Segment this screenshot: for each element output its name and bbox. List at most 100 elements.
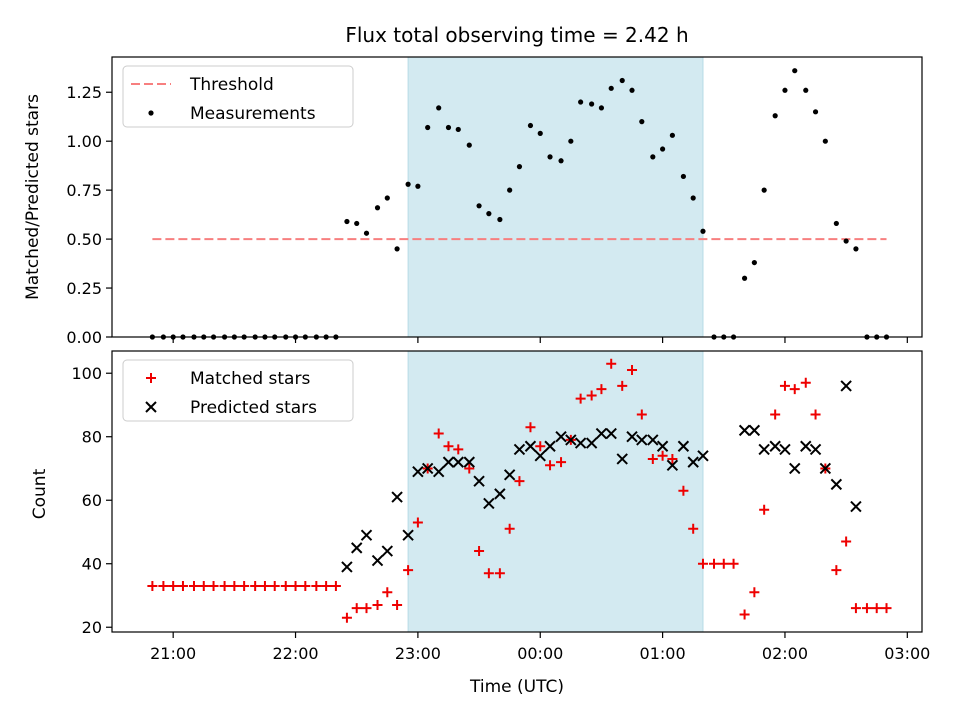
matched-star-point [290,580,301,591]
legend-matched-swatch [146,373,156,383]
matched-star-point [483,568,494,579]
predicted-star-point [748,424,761,437]
matched-star-point [372,600,383,611]
measurement-point [843,238,849,244]
predicted-star-point [402,529,414,541]
matched-star-point [861,603,872,614]
matched-star-point [850,603,861,614]
measurement-point [772,113,778,119]
matched-star-point [606,358,617,369]
measurement-point [792,68,798,74]
measurement-point [578,99,584,105]
measurement-point [822,138,828,144]
measurement-point [516,164,523,170]
measurement-point [761,187,767,193]
matched-star-point [688,523,699,534]
y-tick-label: 0.25 [66,279,102,298]
measurement-point [344,218,350,225]
x-axis-label: Time (UTC) [469,677,564,697]
measurement-point [669,132,675,138]
measurement-point [598,105,605,111]
bottom-y-axis-label: Count [30,468,50,519]
series-predicted-stars [341,380,862,573]
measurement-point [690,195,696,201]
count-panel: 20 40 60 80 100 21:00 22:00 23:00 00:00 01:00 02:0… [71,350,930,663]
measurement-point [415,183,421,189]
measurement-point [650,154,656,160]
matched-star-point [535,441,546,452]
axes-frame [111,56,923,338]
matched-star-point [810,409,821,420]
measurement-point [507,187,513,193]
matched-star-point [556,457,567,468]
y-tick-label: 0.75 [66,181,102,200]
measurement-point [812,109,819,115]
predicted-star-point [421,462,434,475]
measurement-point [466,142,472,148]
matched-star-point [708,558,719,569]
measurement-point [405,181,411,187]
predicted-star-point [513,443,526,456]
legend-box [122,65,354,128]
measurement-point [527,122,534,129]
matched-star-point [647,453,658,464]
matched-star-point [168,580,179,591]
predicted-star-point [574,437,587,449]
predicted-star-point [687,456,699,468]
predicted-star-point [494,488,506,500]
measurement-point [476,203,482,209]
y-tick-label: 100 [71,364,102,383]
measurement-point [537,130,543,136]
y-tick-label: 1.25 [66,83,102,102]
legend-label: Threshold [189,75,274,95]
predicted-star-point [432,465,445,478]
y-tick-label: 0.00 [66,328,102,347]
predicted-star-point [360,529,373,541]
measurement-point [547,154,553,160]
matched-star-point [718,558,729,569]
matched-star-point [198,580,209,591]
matched-star-point [831,565,842,576]
predicted-star-point [809,443,822,456]
legend-box [122,359,354,422]
matched-star-point [453,444,464,455]
matched-star-point [636,409,647,420]
predicted-star-point [830,478,843,491]
matched-star-point [147,580,158,591]
matched-star-point [280,580,291,591]
matched-star-point [667,453,678,464]
predicted-star-point [391,491,403,503]
x-tick-label: 00:00 [517,644,563,663]
matched-star-point [311,580,322,591]
matched-star-point [177,580,188,591]
measurement-point [803,87,809,93]
predicted-star-point [524,440,537,452]
predicted-star-point [351,542,363,554]
matched-star-point [464,463,475,474]
predicted-star-point [585,437,598,449]
matched-star-point [779,380,790,391]
measurement-point [425,124,431,131]
x-tick-label: 22:00 [272,644,318,663]
x-tick-label: 02:00 [762,644,808,663]
predicted-star-point [697,450,709,462]
matched-star-point [678,485,689,496]
predicted-star-point [850,500,862,513]
matched-star-point [403,565,414,576]
measurement-point [700,228,706,234]
observing-span [408,351,703,632]
measurement-point [455,126,461,133]
matched-star-point [443,441,454,452]
measurement-point [436,105,442,111]
predicted-star-point [371,554,384,567]
measurement-point [589,101,595,107]
matched-star-point [239,580,250,591]
measurement-point [384,195,390,201]
measurement-point [741,275,748,281]
measurement-point [782,87,788,93]
matched-star-point [586,390,597,401]
legend-predicted-swatch [145,401,157,413]
matched-star-point [504,523,515,534]
predicted-star-point [503,469,516,481]
